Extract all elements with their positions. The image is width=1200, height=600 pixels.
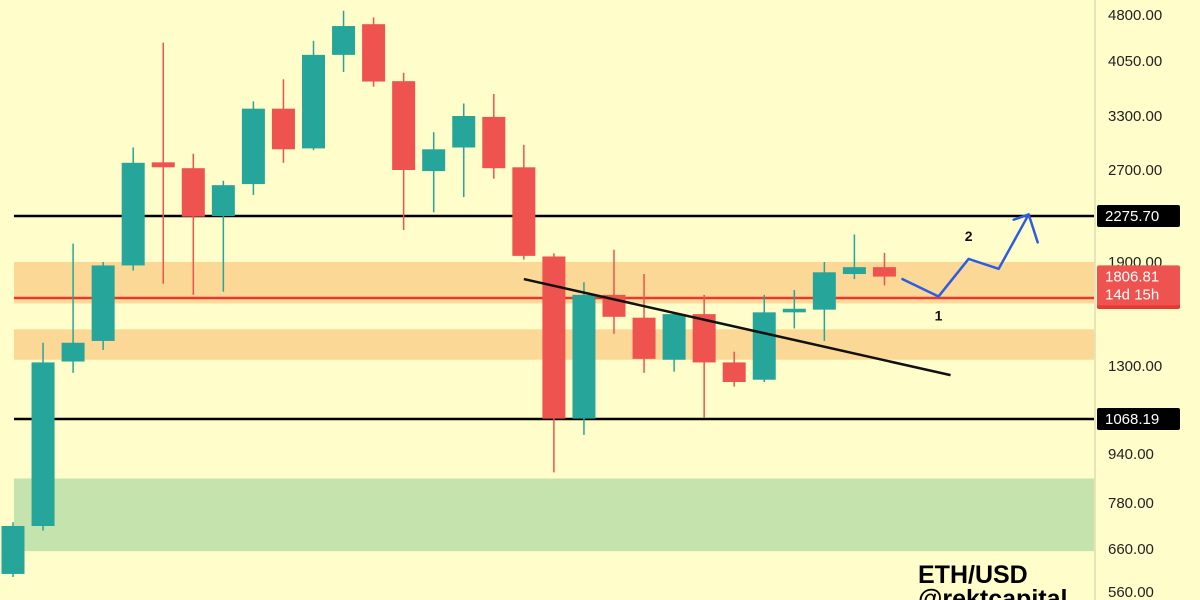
candle bbox=[872, 252, 896, 286]
candle-body bbox=[812, 272, 836, 310]
candle bbox=[812, 262, 836, 341]
candle-body bbox=[662, 314, 686, 360]
level-price-tag: 1068.19 bbox=[1097, 408, 1180, 430]
candle bbox=[722, 351, 746, 387]
candle bbox=[782, 290, 806, 329]
candle bbox=[241, 101, 265, 195]
candle-body bbox=[392, 81, 416, 170]
price-axis-label: 940.00 bbox=[1108, 446, 1154, 463]
candle bbox=[692, 294, 716, 418]
price-axis-label: 1300.00 bbox=[1108, 358, 1162, 375]
projection-layer: 12 bbox=[901, 213, 1039, 323]
current-price-tag-box bbox=[1097, 265, 1180, 306]
candle bbox=[181, 153, 205, 295]
candle-body bbox=[151, 162, 175, 168]
trendline bbox=[523, 277, 951, 377]
candle-body bbox=[271, 108, 295, 150]
level-price-tag-box bbox=[1097, 205, 1180, 227]
candle-body bbox=[512, 167, 536, 256]
candle bbox=[302, 40, 325, 151]
candle bbox=[572, 282, 596, 435]
candle bbox=[662, 312, 686, 372]
candle bbox=[91, 262, 115, 350]
price-axis-label: 560.00 bbox=[1108, 584, 1154, 600]
candles bbox=[1, 10, 896, 577]
candle bbox=[151, 42, 175, 284]
candle-body bbox=[61, 342, 85, 362]
symbol-watermark: ETH/USD bbox=[918, 561, 1028, 589]
level-price-tag-text: 1068.19 bbox=[1105, 411, 1159, 428]
candle bbox=[1, 522, 25, 577]
candle-body bbox=[121, 162, 145, 266]
projection-label: 1 bbox=[935, 307, 943, 323]
price-axis-label: 4050.00 bbox=[1108, 53, 1162, 70]
price-axis-label: 3300.00 bbox=[1108, 108, 1162, 125]
candle-body bbox=[241, 108, 265, 185]
candle bbox=[332, 10, 356, 72]
candle bbox=[362, 17, 386, 87]
candle-body bbox=[31, 362, 55, 526]
projection-arrowhead bbox=[1012, 213, 1039, 244]
price-axis-label: 660.00 bbox=[1108, 541, 1154, 558]
candle bbox=[392, 72, 416, 231]
candle-body bbox=[782, 308, 806, 313]
candle bbox=[61, 243, 85, 373]
candle bbox=[271, 79, 295, 163]
candle bbox=[632, 274, 656, 373]
level-price-tag: 2275.70 bbox=[1097, 205, 1180, 227]
price-axis-label: 2700.00 bbox=[1108, 162, 1162, 179]
candle-body bbox=[722, 362, 746, 383]
candle bbox=[482, 94, 506, 179]
current-price-tag-text: 1806.81 bbox=[1105, 268, 1159, 285]
candle bbox=[512, 144, 536, 260]
candle bbox=[211, 180, 235, 292]
trendline-layer bbox=[523, 277, 951, 377]
candle-body bbox=[1, 526, 25, 574]
price-axis: 4800.004050.003300.002700.001900.001300.… bbox=[1108, 7, 1162, 600]
candle-body bbox=[362, 24, 386, 82]
author-watermark: @rektcapital bbox=[918, 585, 1067, 600]
current-price-tag-text: 14d 15h bbox=[1105, 286, 1159, 303]
candle-body bbox=[422, 149, 446, 172]
candle bbox=[842, 234, 866, 280]
candle-body bbox=[181, 168, 205, 217]
candle-body bbox=[572, 294, 596, 419]
candle-body bbox=[752, 312, 776, 380]
candle-body bbox=[842, 267, 866, 275]
level-price-tag-box bbox=[1097, 408, 1180, 430]
level-price-tag-text: 2275.70 bbox=[1105, 208, 1159, 225]
candle bbox=[121, 147, 145, 271]
candle-body bbox=[211, 185, 235, 217]
candle-body bbox=[91, 265, 115, 341]
candle-body bbox=[482, 116, 506, 169]
candle bbox=[31, 342, 55, 531]
price-axis-label: 780.00 bbox=[1108, 495, 1154, 512]
candle-body bbox=[632, 317, 656, 359]
candle-body bbox=[452, 116, 476, 148]
candle bbox=[452, 103, 476, 198]
projection-label: 2 bbox=[965, 228, 973, 244]
candle-body bbox=[332, 26, 356, 55]
candle-body bbox=[692, 314, 716, 363]
candle-body bbox=[302, 54, 325, 149]
price-axis-label: 4800.00 bbox=[1108, 7, 1162, 24]
projection-path bbox=[901, 213, 1030, 298]
candle-body bbox=[542, 256, 566, 419]
zone bbox=[14, 478, 1094, 552]
candle bbox=[542, 253, 566, 473]
candle bbox=[422, 132, 446, 213]
candle-body bbox=[872, 267, 896, 277]
candle bbox=[752, 294, 776, 383]
